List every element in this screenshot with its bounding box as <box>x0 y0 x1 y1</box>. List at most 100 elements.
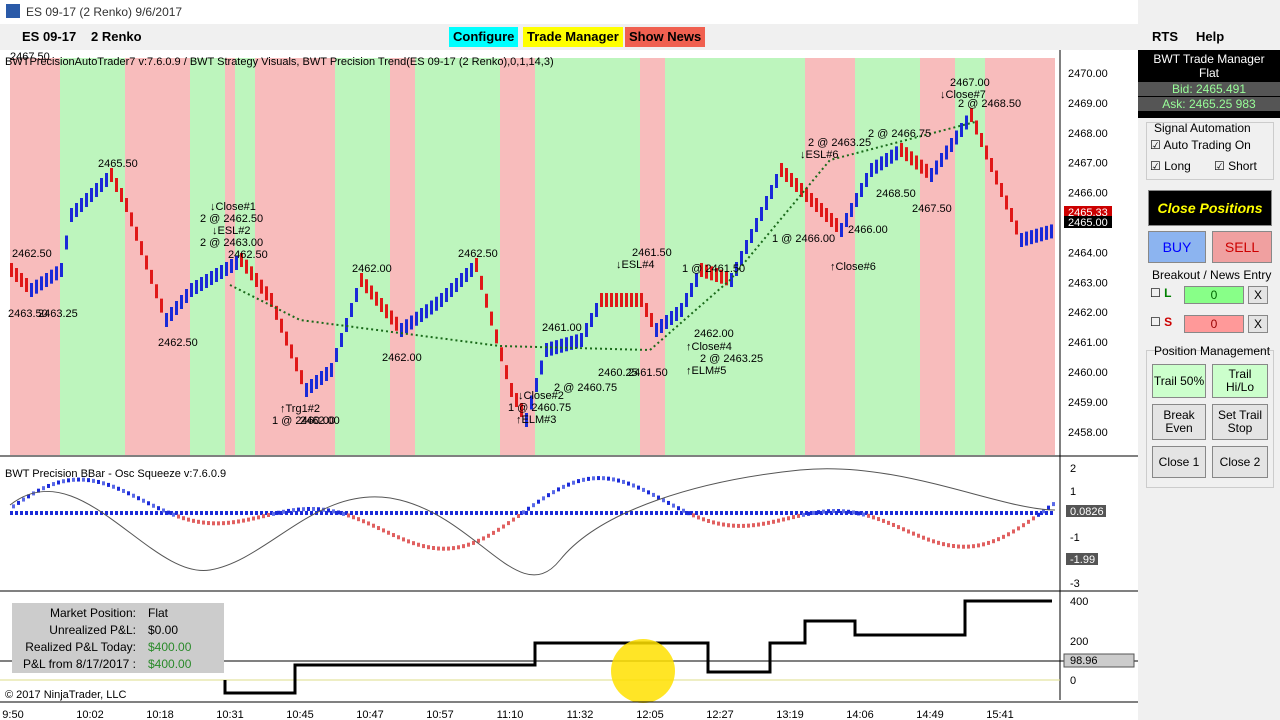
renko-brick <box>155 284 158 299</box>
renko-brick <box>305 383 308 397</box>
renko-brick <box>150 269 153 284</box>
trade-annotation: 2462.00 <box>694 328 734 340</box>
osc-tick-label: -1 <box>1070 532 1080 544</box>
osc-marker-bg <box>1066 553 1098 565</box>
osc-bar <box>547 493 550 498</box>
trade-annotation: 1 @ 2461.50 <box>682 263 745 275</box>
osc-bar <box>842 509 845 514</box>
trail-hilo[interactable]: Trail Hi/Lo <box>1212 364 1268 398</box>
osc-bar <box>812 510 815 515</box>
osc-bar <box>982 542 985 547</box>
osc-bar <box>592 476 595 481</box>
osc-bar <box>407 539 410 544</box>
price-tick-label: 2459.00 <box>1068 397 1108 409</box>
price-tick-label: 2468.00 <box>1068 128 1108 140</box>
trade-annotation: 2 @ 2463.25 <box>700 353 763 365</box>
period[interactable]: 2 Renko <box>91 29 142 44</box>
osc-bar <box>527 506 530 511</box>
pnl-box <box>12 603 224 673</box>
renko-brick <box>910 151 913 166</box>
clear-long[interactable]: X <box>1248 286 1268 304</box>
trade-annotation: 2 @ 2463.00 <box>200 237 263 249</box>
renko-brick <box>500 347 503 362</box>
renko-brick <box>50 269 53 284</box>
break-even[interactable]: Break Even <box>1152 404 1206 440</box>
renko-brick <box>280 318 283 333</box>
clear-short[interactable]: X <box>1248 315 1268 333</box>
renko-brick <box>205 274 208 288</box>
trail-50[interactable]: Trail 50% <box>1152 364 1206 398</box>
trend-band <box>225 58 235 455</box>
price-marker-bg <box>1064 216 1112 228</box>
configure-button[interactable]: Configure <box>449 27 519 47</box>
osc-bar <box>312 507 315 512</box>
renko-brick <box>110 168 113 182</box>
osc-bar <box>927 537 930 542</box>
menu-rts[interactable]: RTS <box>1152 29 1178 44</box>
renko-brick <box>485 293 488 308</box>
renko-brick <box>220 265 223 279</box>
osc-bar <box>62 479 65 484</box>
osc-bar <box>387 530 390 535</box>
instrument[interactable]: ES 09-17 <box>22 29 77 44</box>
osc-bar <box>107 482 110 487</box>
trade-manager-button[interactable]: Trade Manager <box>523 27 623 47</box>
osc-bar <box>942 542 945 547</box>
renko-brick <box>925 163 928 178</box>
close-positions[interactable]: Close Positions <box>1148 190 1272 226</box>
renko-brick <box>725 271 728 286</box>
osc-bar <box>177 514 180 519</box>
menu-help[interactable]: Help <box>1196 29 1225 44</box>
renko-brick <box>465 268 468 282</box>
osc-bar <box>572 480 575 485</box>
osc-bar <box>587 476 590 481</box>
renko-brick <box>860 183 863 197</box>
osc-bar <box>952 544 955 549</box>
trade-annotation: 2 @ 2466.75 <box>868 128 931 140</box>
trade-annotation: ↓Close#2 <box>518 390 564 402</box>
osc-bar <box>1022 523 1025 528</box>
close-1[interactable]: Close 1 <box>1152 446 1206 478</box>
osc-bar <box>772 519 775 524</box>
osc-bar <box>292 508 295 513</box>
trend-band <box>985 58 1055 455</box>
check-long[interactable]: ☑ Long <box>1150 159 1191 173</box>
osc-bar <box>342 511 345 516</box>
osc-bar <box>272 511 275 516</box>
sell-button[interactable]: SELL <box>1212 231 1272 263</box>
set-trail-stop[interactable]: Set Trail Stop <box>1212 404 1268 440</box>
trend-band <box>535 58 640 455</box>
buy-button[interactable]: BUY <box>1148 231 1206 263</box>
renko-brick <box>250 266 253 281</box>
renko-brick <box>990 158 993 172</box>
osc-bar <box>477 538 480 543</box>
renko-brick <box>855 193 858 207</box>
show-news-button[interactable]: Show News <box>625 27 706 47</box>
time-tick-label: 10:02 <box>76 709 104 720</box>
long-qty[interactable]: 0 <box>1184 286 1244 304</box>
renko-brick <box>295 357 298 372</box>
close-2[interactable]: Close 2 <box>1212 446 1268 478</box>
time-tick-label: 12:05 <box>636 709 664 720</box>
short-qty[interactable]: 0 <box>1184 315 1244 333</box>
trade-annotation: ↓ESL#4 <box>616 259 655 271</box>
renko-brick <box>195 280 198 294</box>
osc-bar <box>127 491 130 496</box>
osc-bar <box>167 510 170 515</box>
renko-brick <box>1025 231 1028 246</box>
time-tick-label: 10:47 <box>356 709 384 720</box>
trade-annotation: 2461.50 <box>632 247 672 259</box>
renko-brick <box>1000 183 1003 197</box>
osc-bar <box>1052 502 1055 507</box>
trend-band <box>190 58 225 455</box>
pnl-marker: 98.96 <box>1070 655 1098 667</box>
osc-bar <box>347 513 350 518</box>
renko-brick <box>525 413 528 427</box>
osc-marker-bg <box>1066 505 1106 517</box>
check-auto[interactable]: ☑ Auto Trading On <box>1150 138 1251 152</box>
check-short[interactable]: ☑ Short <box>1214 159 1257 173</box>
osc-bar <box>97 479 100 484</box>
renko-brick <box>755 218 758 232</box>
renko-brick <box>135 226 138 241</box>
